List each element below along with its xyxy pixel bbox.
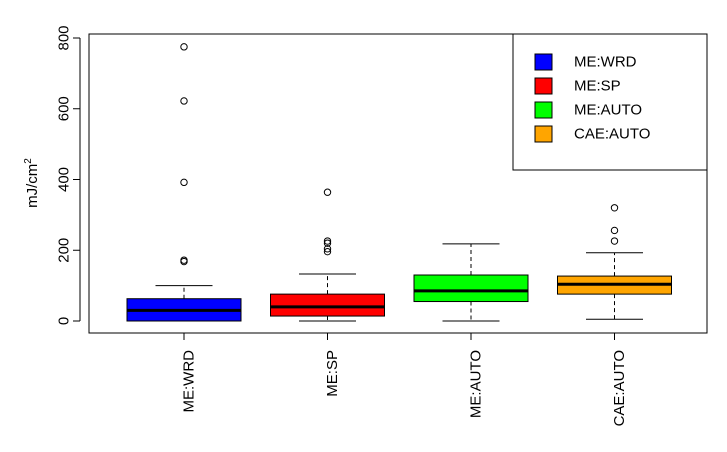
outlier-point [610,204,619,212]
x-category-label: CAE:AUTO [611,350,628,426]
outlier-point [180,256,188,264]
x-axis-labels: ME:WRD ME:SP ME:AUTO CAE:AUTO [181,333,628,426]
outlier-point [180,178,188,187]
legend-swatch [534,125,553,143]
y-axis-title-superscript: 2 [23,158,34,164]
legend-label: ME:AUTO [574,102,642,119]
outlier-point [323,247,332,256]
outlier-point [323,188,332,196]
legend-swatch [534,77,553,95]
outlier-point [610,237,619,245]
outlier-point [180,43,188,51]
x-category-label: ME:SP [324,350,341,397]
x-category-label: ME:WRD [181,350,198,413]
y-axis: 0 200 400 600 800 [56,25,81,325]
y-axis-title: mJ/cm2 [23,158,41,208]
y-tick-label: 0 [56,317,73,325]
box-iqr [413,274,529,303]
box-iqr [270,293,385,317]
y-axis-title-base: mJ/cm [24,164,41,208]
y-tick-label: 400 [56,167,73,192]
outlier-point [323,239,332,247]
outlier-point [180,97,188,105]
boxes-group [126,43,672,322]
plot-frame [88,33,708,334]
outlier-point [610,226,619,235]
box-me-wrd [126,43,242,322]
x-category-label: ME:AUTO [468,350,485,418]
outlier-point [323,245,332,253]
y-tick-label: 600 [56,96,73,121]
legend-swatch [534,101,553,119]
box-me-auto [413,243,529,322]
legend-label: ME:SP [574,78,621,95]
legend-label: ME:WRD [574,54,637,71]
box-cae-auto [557,204,672,320]
legend-label: CAE:AUTO [574,126,650,143]
box-me-sp [270,188,385,322]
legend-swatch [534,53,553,71]
y-tick-label: 800 [56,25,73,50]
y-tick-label: 200 [56,238,73,263]
outlier-point [323,237,332,245]
legend: ME:WRD ME:SP ME:AUTO CAE:AUTO [512,33,708,171]
